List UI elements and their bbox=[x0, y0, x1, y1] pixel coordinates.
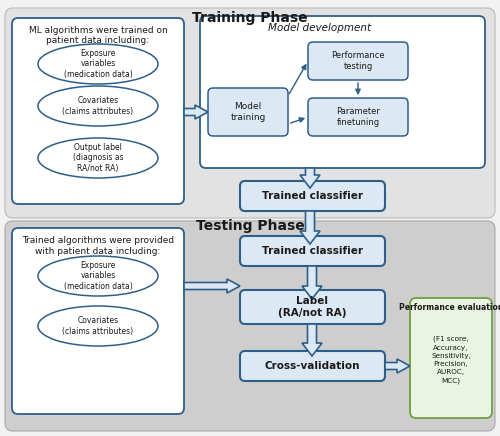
FancyBboxPatch shape bbox=[240, 351, 385, 381]
Text: Training Phase: Training Phase bbox=[192, 11, 308, 25]
FancyBboxPatch shape bbox=[12, 18, 184, 204]
FancyBboxPatch shape bbox=[240, 181, 385, 211]
Text: Model development: Model development bbox=[268, 23, 371, 33]
Ellipse shape bbox=[38, 86, 158, 126]
Ellipse shape bbox=[38, 44, 158, 84]
FancyBboxPatch shape bbox=[240, 236, 385, 266]
Polygon shape bbox=[302, 324, 322, 356]
Ellipse shape bbox=[38, 306, 158, 346]
Text: Testing Phase: Testing Phase bbox=[196, 219, 304, 233]
FancyBboxPatch shape bbox=[208, 88, 288, 136]
Text: Output label
(diagnosis as
RA/not RA): Output label (diagnosis as RA/not RA) bbox=[72, 143, 124, 173]
Text: Trained classifier: Trained classifier bbox=[262, 191, 362, 201]
FancyBboxPatch shape bbox=[5, 221, 495, 431]
Polygon shape bbox=[300, 168, 320, 188]
Text: ML algorithms were trained on: ML algorithms were trained on bbox=[28, 27, 168, 35]
Text: Model
training: Model training bbox=[230, 102, 266, 122]
Text: (F1 score,
Accuracy,
Sensitivity,
Precision,
AUROC,
MCC): (F1 score, Accuracy, Sensitivity, Precis… bbox=[431, 336, 471, 384]
Text: Performance evaluation: Performance evaluation bbox=[399, 303, 500, 313]
FancyBboxPatch shape bbox=[200, 16, 485, 168]
Ellipse shape bbox=[38, 256, 158, 296]
FancyBboxPatch shape bbox=[308, 98, 408, 136]
Polygon shape bbox=[184, 105, 208, 119]
Polygon shape bbox=[302, 266, 322, 299]
Text: Trained algorithms were provided: Trained algorithms were provided bbox=[22, 236, 174, 245]
FancyBboxPatch shape bbox=[240, 290, 385, 324]
Text: Cross-validation: Cross-validation bbox=[264, 361, 360, 371]
Text: Covariates
(claims attributes): Covariates (claims attributes) bbox=[62, 96, 134, 116]
Polygon shape bbox=[385, 359, 410, 373]
Text: Trained classifier: Trained classifier bbox=[262, 246, 362, 256]
FancyBboxPatch shape bbox=[5, 8, 495, 218]
Text: Performance
testing: Performance testing bbox=[331, 51, 385, 71]
Text: patient data including:: patient data including: bbox=[46, 37, 150, 45]
Polygon shape bbox=[300, 211, 320, 244]
Ellipse shape bbox=[38, 138, 158, 178]
Text: Covariates
(claims attributes): Covariates (claims attributes) bbox=[62, 316, 134, 336]
Text: Label
(RA/not RA): Label (RA/not RA) bbox=[278, 296, 346, 318]
Text: Exposure
variables
(medication data): Exposure variables (medication data) bbox=[64, 49, 132, 79]
Polygon shape bbox=[184, 279, 240, 293]
FancyBboxPatch shape bbox=[410, 298, 492, 418]
Text: Exposure
variables
(medication data): Exposure variables (medication data) bbox=[64, 261, 132, 291]
FancyBboxPatch shape bbox=[308, 42, 408, 80]
Text: with patient data including:: with patient data including: bbox=[36, 246, 160, 255]
Text: Parameter
finetuning: Parameter finetuning bbox=[336, 107, 380, 127]
FancyBboxPatch shape bbox=[12, 228, 184, 414]
